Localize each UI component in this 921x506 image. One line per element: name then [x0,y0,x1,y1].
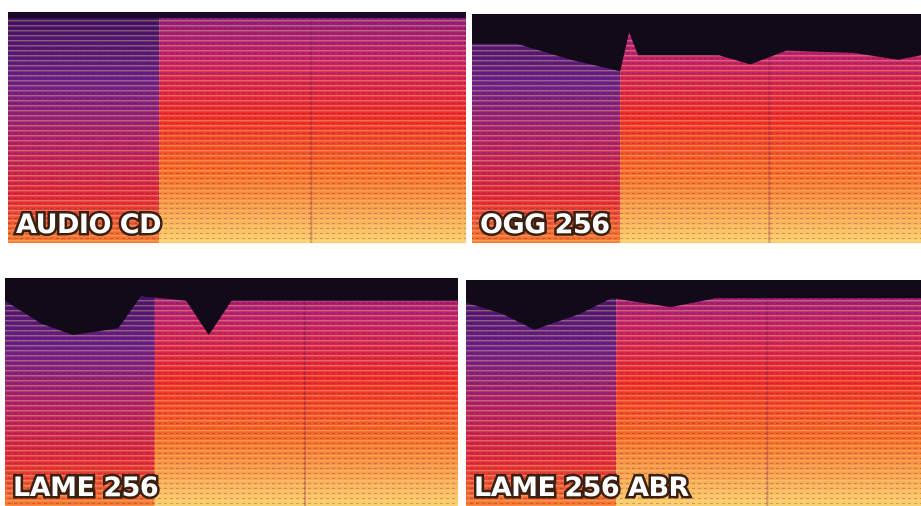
page: AUDIO CDOGG 256LAME 256LAME 256 ABR (() … [0,0,921,506]
spectrogram-grid: AUDIO CD OGG 256 LAME 256 LAME 256 ABR [0,0,921,506]
top-band [8,12,466,18]
spectrogram-panel: LAME 256 [5,278,458,506]
panel-label: LAME 256 ABR [474,472,690,503]
spectrogram-panel: OGG 256 [472,14,921,243]
spectrogram-panel: LAME 256 ABR [466,280,921,506]
panel-label: AUDIO CD [16,209,161,240]
panel-label: OGG 256 [480,209,610,240]
spectrogram-panel: AUDIO CD [8,12,466,243]
panel-label: LAME 256 [13,472,158,503]
